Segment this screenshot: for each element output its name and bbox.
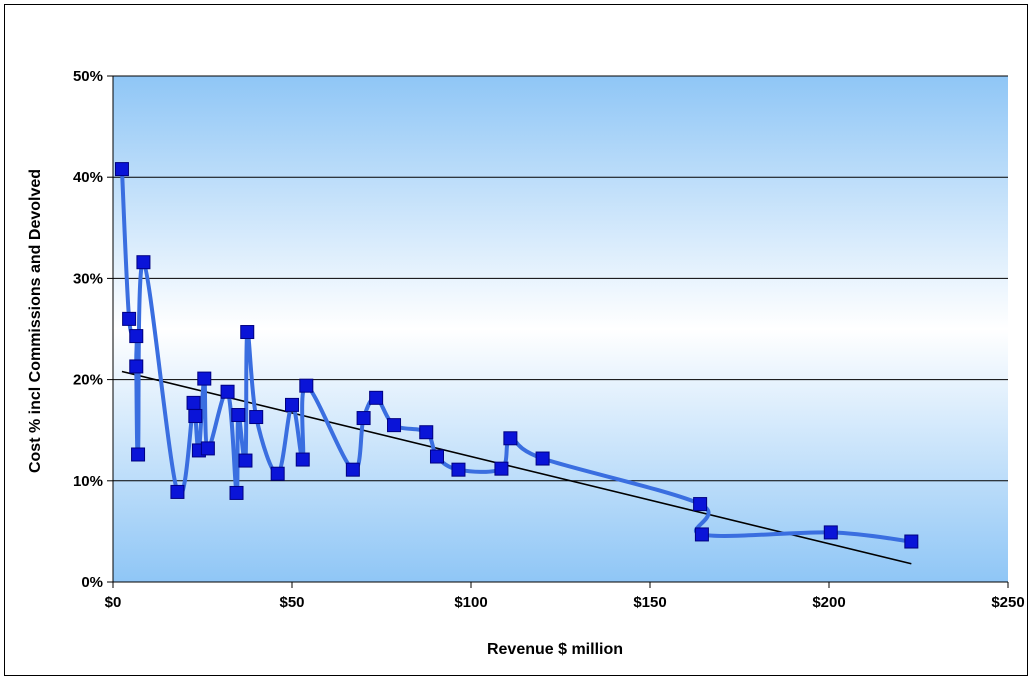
data-point-marker: [200, 441, 215, 456]
data-point-marker: [356, 411, 371, 426]
data-point-marker: [249, 410, 264, 425]
marker-layer: [114, 162, 919, 549]
data-point-marker: [229, 485, 244, 500]
data-point-marker: [197, 371, 212, 386]
data-point-marker: [129, 359, 144, 374]
x-tick-label: $250: [991, 594, 1024, 611]
plot-area: [113, 76, 1008, 582]
data-point-marker: [419, 425, 434, 440]
y-tick-label: 20%: [73, 372, 103, 389]
data-point-marker: [693, 497, 708, 512]
data-point-marker: [299, 378, 314, 393]
y-axis-ticks: 0% 10% 20% 30% 40% 50%: [73, 68, 113, 591]
data-point-marker: [295, 452, 310, 467]
gridlines: [112, 75, 1008, 583]
y-axis-title: Cost % incl Commissions and Devolved: [27, 169, 44, 473]
data-point-marker: [220, 384, 235, 399]
x-axis-title: Revenue $ million: [487, 641, 623, 658]
y-tick-label: 0%: [81, 574, 103, 591]
data-point-marker: [188, 409, 203, 424]
series-layer: [119, 167, 914, 544]
data-point-marker: [369, 390, 384, 405]
data-point-marker: [285, 397, 299, 412]
data-point-marker: [694, 527, 709, 542]
data-point-marker: [170, 484, 185, 499]
data-point-marker: [186, 395, 201, 410]
y-tick-label: 30%: [73, 270, 103, 287]
x-axis-ticks: $0 $50 $100 $150 $200 $250: [105, 582, 1025, 611]
data-point-marker: [122, 311, 137, 326]
data-point-marker: [535, 451, 550, 466]
data-point-marker: [451, 462, 466, 477]
series-line: [119, 167, 914, 544]
data-point-marker: [238, 453, 253, 468]
x-tick-label: $100: [454, 594, 487, 611]
y-tick-label: 40%: [73, 169, 103, 186]
data-point-marker: [270, 466, 285, 481]
data-point-marker: [387, 418, 402, 433]
x-tick-label: $50: [279, 594, 304, 611]
data-point-marker: [240, 325, 255, 340]
data-point-marker: [503, 431, 518, 446]
data-point-marker: [823, 525, 838, 540]
x-tick-label: $200: [812, 594, 845, 611]
data-point-marker: [494, 461, 509, 476]
y-tick-label: 50%: [73, 68, 103, 85]
data-point-marker: [429, 449, 444, 464]
data-point-marker: [129, 329, 144, 344]
x-tick-label: $0: [105, 594, 122, 611]
data-point-marker: [114, 162, 129, 177]
data-point-marker: [131, 447, 146, 462]
x-tick-label: $150: [633, 594, 666, 611]
data-point-marker: [345, 462, 360, 477]
data-point-marker: [904, 534, 919, 549]
y-tick-label: 10%: [73, 473, 103, 490]
data-point-marker: [136, 255, 151, 270]
data-point-marker: [231, 408, 246, 423]
